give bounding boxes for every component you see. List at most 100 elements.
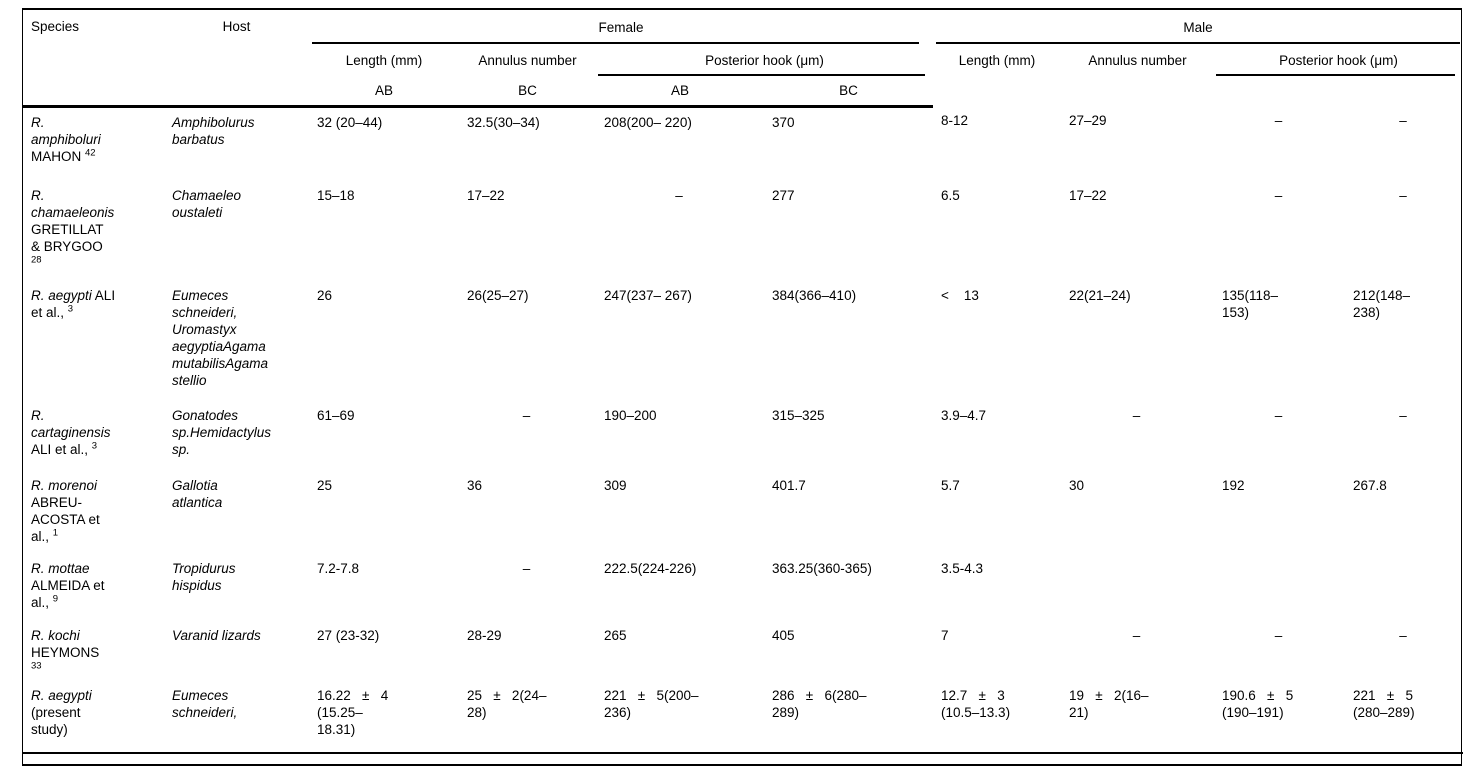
male-ab-cell bbox=[1214, 554, 1345, 621]
species-column-header: Species bbox=[23, 10, 164, 108]
female-ab-cell: 309 bbox=[604, 478, 627, 493]
female-ab-cell: 222.5(224-226) bbox=[604, 561, 697, 576]
male-length-cell: 8-12 bbox=[941, 113, 969, 128]
female-ab-cell: 208(200– 220) bbox=[604, 114, 692, 130]
female-length-cell: 25 bbox=[317, 478, 333, 493]
female-bc-header: BC bbox=[459, 76, 596, 108]
female-length-cell: 15–18 bbox=[317, 188, 355, 203]
female-length-cell: 7.2-7.8 bbox=[317, 561, 360, 576]
female-annulus-cell: 32.5(30–34) bbox=[467, 114, 540, 130]
species-cell: R. aegypti (present study) bbox=[23, 681, 164, 754]
host-cell: Gallotia atlantica bbox=[172, 478, 223, 510]
species-cell: R. amphiboluri MAHON 42 bbox=[31, 114, 101, 164]
male-bc-header: BC bbox=[764, 76, 934, 108]
male-length-cell: < 13 bbox=[941, 288, 979, 303]
comparison-table-frame: Species Host Female Male Length (mm) Ann… bbox=[22, 8, 1464, 766]
male-ab-header: AB bbox=[596, 76, 764, 108]
male-ab-cell: – bbox=[1274, 113, 1283, 128]
female-length-cell: 26 bbox=[317, 288, 333, 303]
female-bc-cell: 363.25(360-365) bbox=[772, 561, 872, 576]
male-ab-cell: – bbox=[1274, 188, 1283, 203]
header-row-groups: Species Host Female Male bbox=[23, 10, 1463, 108]
female-bc-cell: 286 ± 6(280– 289) bbox=[764, 681, 934, 754]
male-annulus-cell: – bbox=[1132, 628, 1141, 643]
male-bc-cell: 221 ± 5 (280–289) bbox=[1345, 681, 1464, 754]
table-row: R. aegypti ALI et al., 3 Eumeces schneideri… bbox=[23, 281, 1463, 401]
host-cell: Varanid lizards bbox=[172, 628, 261, 643]
male-length-cell: 12.7 ± 3 (10.5–13.3) bbox=[933, 681, 1062, 754]
female-annulus-cell: 25 ± 2(24– 28) bbox=[459, 681, 596, 754]
male-length-cell: 5.7 bbox=[941, 478, 960, 493]
female-annulus-cell: – bbox=[522, 561, 531, 576]
host-cell: Amphibolurus barbatus bbox=[172, 114, 255, 147]
female-ab-cell: 247(237– 267) bbox=[604, 288, 692, 303]
female-ab-cell: 265 bbox=[604, 628, 627, 643]
female-annulus-cell: 36 bbox=[467, 478, 483, 493]
male-annulus-cell: 27–29 bbox=[1069, 113, 1107, 128]
table-row: R. aegypti (present study) Eumeces schneider… bbox=[23, 681, 1464, 754]
male-length-cell: 3.5-4.3 bbox=[941, 561, 984, 576]
host-cell: Chamaeleo oustaleti bbox=[172, 188, 242, 220]
species-cell: R. mottae ALMEIDA et al., 9 bbox=[31, 561, 105, 610]
table-body: R. amphiboluri MAHON 42 Amphibolurus barbatu… bbox=[23, 106, 1464, 754]
female-bc-cell: 277 bbox=[772, 188, 795, 203]
female-ab-header: AB bbox=[309, 76, 459, 108]
male-ab-cell: 190.6 ± 5 (190–191) bbox=[1214, 681, 1346, 754]
table-row: R. kochi HEYMONS 33 Varanid lizards 27 (23-3… bbox=[23, 621, 1463, 681]
male-annulus-cell: 17–22 bbox=[1069, 188, 1107, 203]
male-bc-cell: – bbox=[1399, 188, 1407, 203]
female-annulus-cell: 17–22 bbox=[467, 188, 505, 203]
male-bc-cell: – bbox=[1399, 628, 1407, 643]
male-posterior-hook-header: Posterior hook (μm) bbox=[1214, 44, 1463, 76]
female-group-header: Female bbox=[309, 10, 933, 44]
species-cell: R. cartaginensis ALI et al., 3 bbox=[31, 408, 111, 457]
female-ab-cell: 190–200 bbox=[604, 408, 657, 423]
female-annulus-cell: 28-29 bbox=[467, 628, 502, 643]
header-row-sub: AB BC AB BC bbox=[23, 76, 1463, 108]
male-group-header: Male bbox=[933, 10, 1463, 44]
female-annulus-cell: – bbox=[522, 408, 531, 423]
male-ab-cell: 192 bbox=[1222, 478, 1245, 493]
male-length-cell: 7 bbox=[941, 628, 949, 643]
species-cell: R. morenoi ABREU- ACOSTA et al., 1 bbox=[31, 478, 100, 544]
female-posterior-hook-header: Posterior hook (μm) bbox=[596, 44, 933, 76]
female-bc-cell: 315–325 bbox=[772, 408, 825, 423]
female-length-cell: 32 (20–44) bbox=[317, 114, 383, 130]
host-cell: Tropidurus hispidus bbox=[172, 561, 236, 593]
male-annulus-cell: – bbox=[1132, 408, 1141, 423]
host-cell: Eumeces schneideri, Uromastyx aegyptiaAgama… bbox=[172, 288, 269, 388]
male-ab-cell: – bbox=[1274, 628, 1283, 643]
male-bc-cell: 212(148– 238) bbox=[1353, 288, 1411, 320]
female-annulus-header: Annulus number bbox=[478, 52, 577, 68]
male-annulus-cell: 19 ± 2(16– 21) bbox=[1061, 681, 1215, 754]
table-header: Species Host Female Male Length (mm) Ann… bbox=[23, 10, 1463, 108]
male-ab-cell: 135(118– 153) bbox=[1222, 288, 1279, 320]
male-annulus-cell: 30 bbox=[1069, 478, 1085, 493]
female-annulus-cell: 26(25–27) bbox=[467, 288, 529, 303]
species-cell: R. chamaeleonis GRETILLAT & BRYGOO 28 bbox=[31, 188, 115, 266]
female-length-cell: 16.22 ± 4 (15.25– 18.31) bbox=[309, 681, 459, 754]
female-bc-cell: 401.7 bbox=[772, 478, 806, 493]
male-annulus-cell bbox=[1061, 554, 1214, 621]
table-row: R. mottae ALMEIDA et al., 9 Tropidurus hispi… bbox=[23, 554, 1463, 621]
female-bc-cell: 370 bbox=[772, 114, 795, 130]
table-row: R. chamaeleonis GRETILLAT & BRYGOO 28 Chamael… bbox=[23, 181, 1463, 281]
female-bc-cell: 405 bbox=[772, 628, 795, 643]
species-cell: R. aegypti ALI et al., 3 bbox=[31, 288, 116, 320]
female-ab-cell: 221 ± 5(200– 236) bbox=[596, 681, 764, 754]
male-length-cell: 6.5 bbox=[941, 188, 960, 203]
female-ab-cell: – bbox=[675, 188, 683, 203]
header-row-measures: Length (mm) Annulus number Posterior hoo… bbox=[23, 44, 1463, 76]
male-length-header: Length (mm) bbox=[958, 52, 1036, 68]
table-row: R. morenoi ABREU- ACOSTA et al., 1 Gallotia a… bbox=[23, 471, 1463, 554]
species-comparison-table: Species Host Female Male Length (mm) Ann… bbox=[23, 10, 1464, 754]
male-annulus-header: Annulus number bbox=[1088, 52, 1187, 68]
host-cell: Eumeces schneideri, bbox=[164, 681, 309, 754]
male-length-cell: 3.9–4.7 bbox=[941, 408, 987, 423]
host-cell: Gonatodes sp.Hemidactylus sp. bbox=[172, 408, 272, 457]
female-bc-cell: 384(366–410) bbox=[772, 288, 857, 303]
male-bc-cell: – bbox=[1399, 408, 1407, 423]
male-bc-cell: 267.8 bbox=[1353, 478, 1387, 493]
female-length-header: Length (mm) bbox=[345, 52, 423, 68]
